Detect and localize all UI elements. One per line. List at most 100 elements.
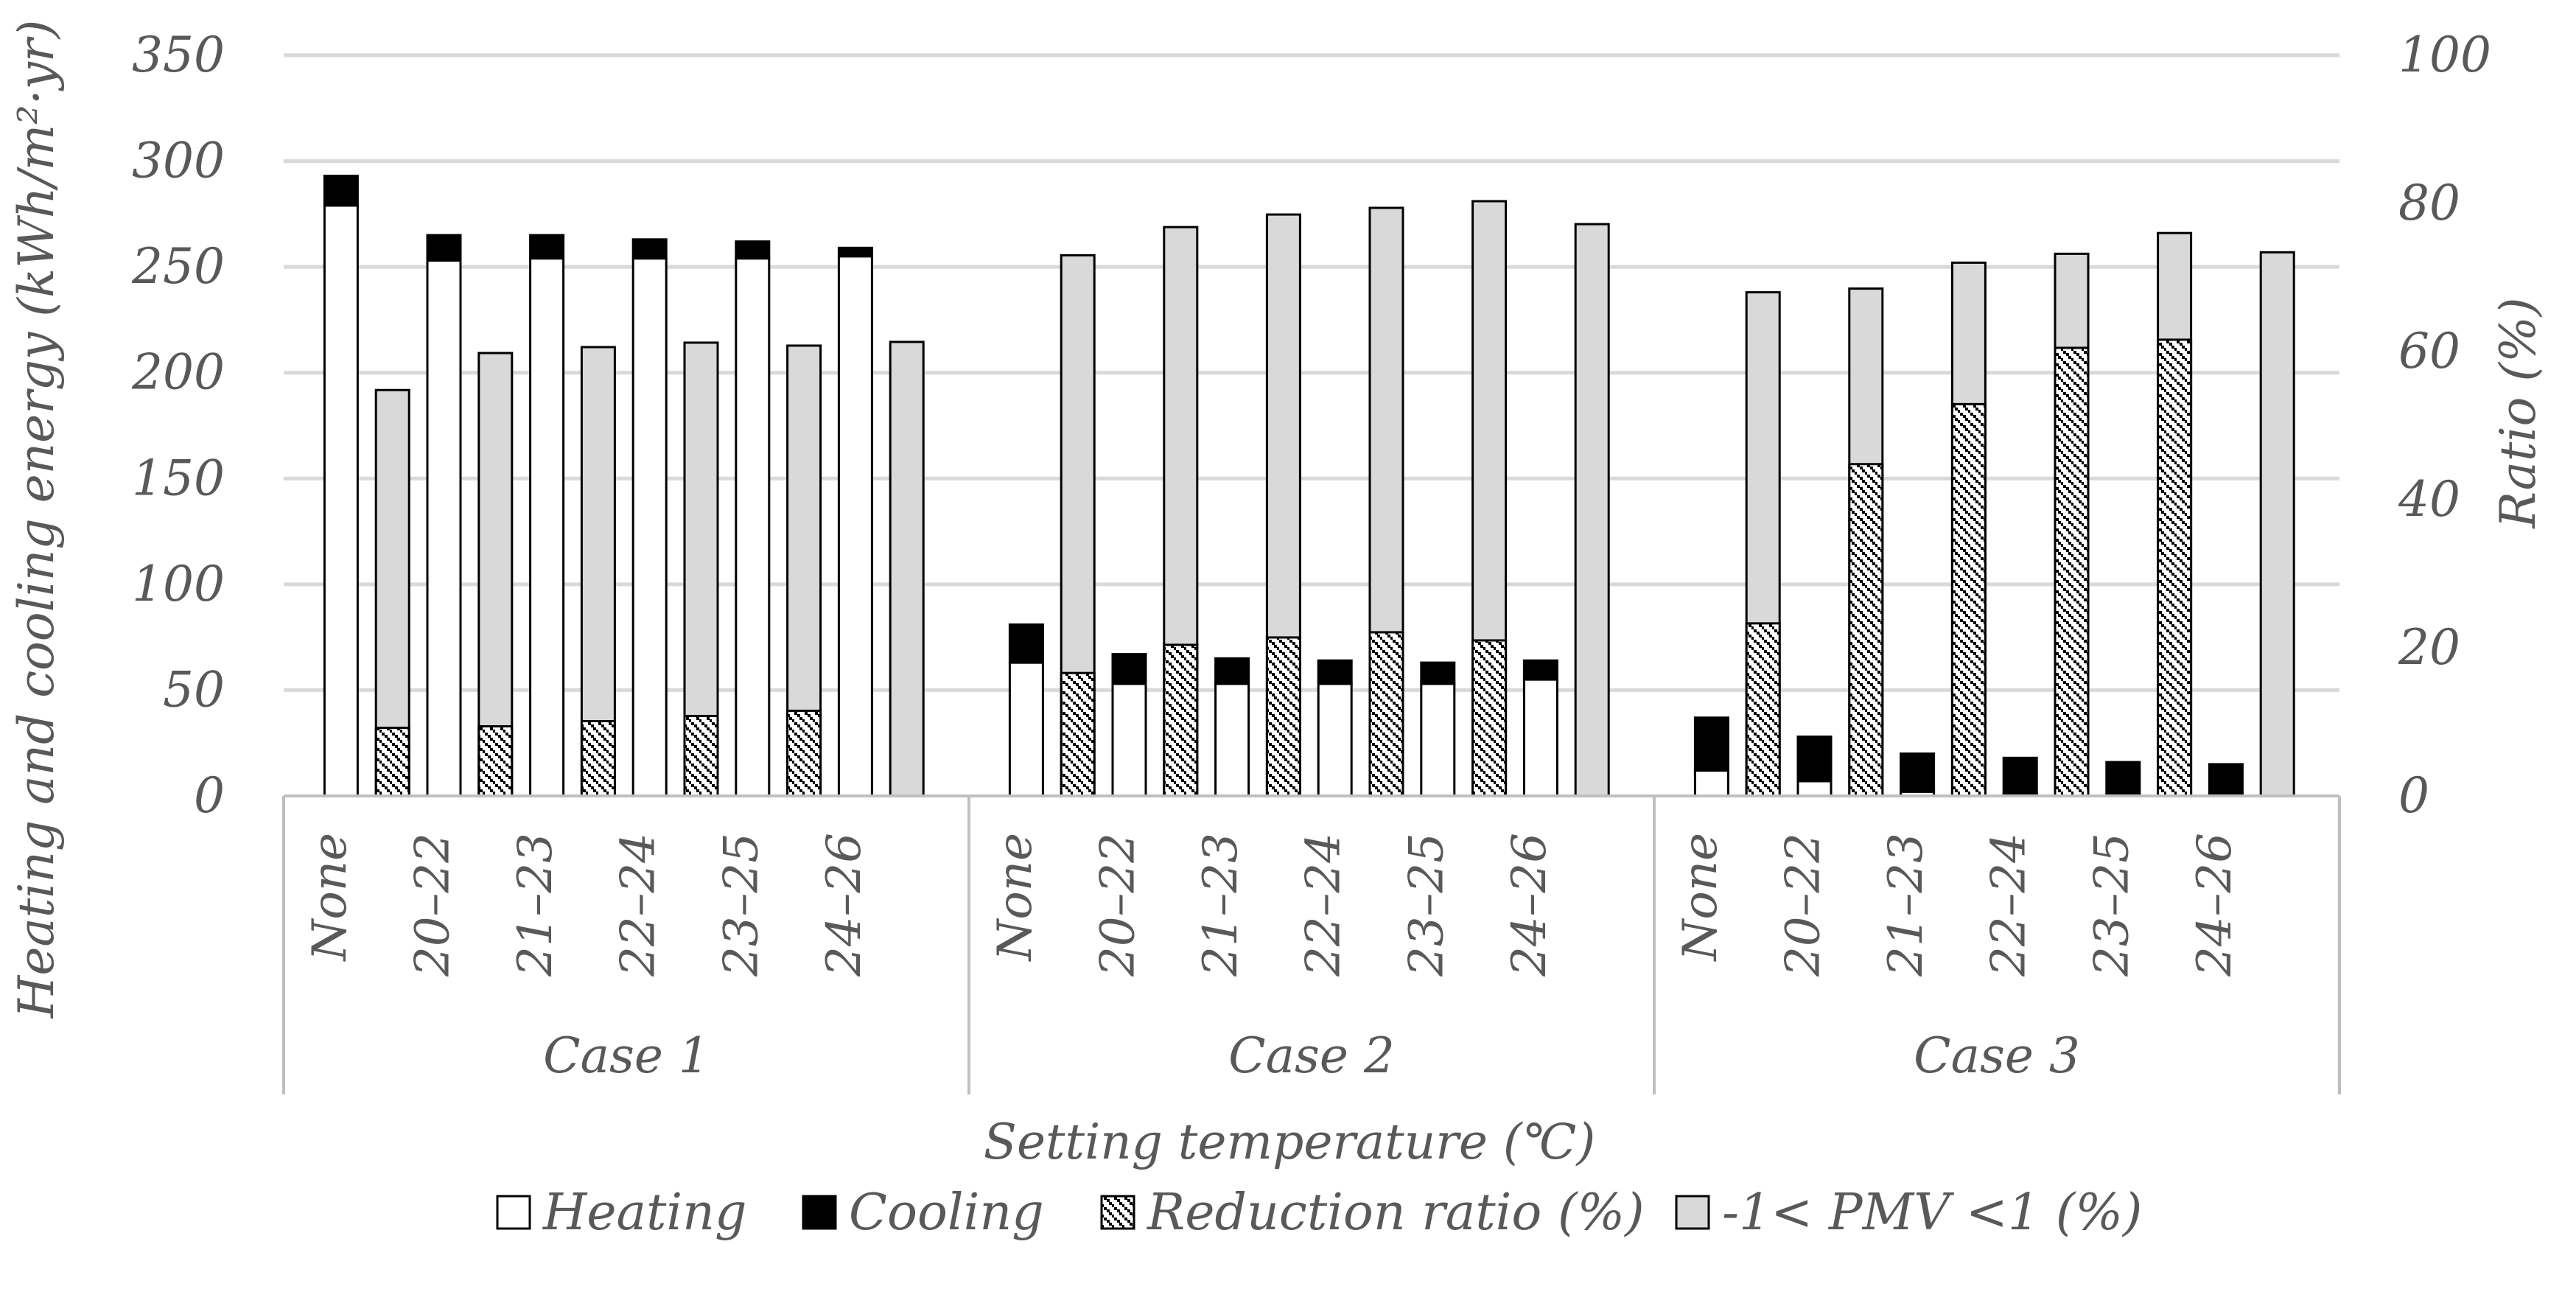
legend-swatch: [1675, 1195, 1710, 1230]
bar-cooling: [1420, 661, 1456, 685]
bar-cooling: [1796, 736, 1833, 783]
bar-reduction-ratio: [1163, 643, 1199, 797]
category-label: 22–24: [612, 833, 666, 977]
bar-pmv-ratio: [2259, 251, 2295, 797]
category-label: None: [988, 833, 1043, 963]
group-label: Case 3: [1914, 1027, 2080, 1084]
legend-label: Reduction ratio (%): [1146, 1184, 1645, 1242]
legend-label: -1< PMV <1 (%): [1722, 1184, 2142, 1242]
bar-cooling: [1111, 653, 1147, 685]
bar-cooling: [2002, 756, 2038, 795]
y-axis-title: Heating and cooling energy (kWh/m²·yr): [8, 20, 65, 1019]
category-label: 21–23: [1879, 833, 1933, 977]
bar-reduction-ratio: [786, 709, 822, 797]
bar-reduction-ratio: [2157, 338, 2193, 797]
y2-tick-label: 20: [2398, 619, 2460, 676]
y2-tick-label: 100: [2398, 27, 2491, 83]
group-label: Case 1: [543, 1027, 710, 1084]
y2-tick-label: 40: [2398, 471, 2460, 528]
category-label: 23–25: [1399, 833, 1454, 977]
bar-cooling: [1317, 659, 1353, 685]
bar-cooling: [1522, 659, 1558, 681]
bar-cooling: [1008, 623, 1044, 664]
bar-cooling: [2208, 763, 2244, 795]
bar-cooling: [1214, 657, 1250, 685]
y-tick-label: 300: [132, 133, 225, 189]
category-label: 21–23: [1194, 833, 1248, 977]
bar-reduction-ratio: [580, 719, 616, 797]
bar-heating: [1214, 682, 1250, 797]
bar-reduction-ratio: [1848, 463, 1884, 797]
bar-heating: [837, 255, 873, 797]
y2-tick-label: 60: [2398, 323, 2460, 380]
y-tick-label: 100: [132, 556, 225, 612]
legend-swatch: [496, 1195, 531, 1230]
bar-cooling: [1900, 752, 1936, 793]
bar-heating: [1111, 682, 1147, 797]
y-tick-label: 200: [131, 344, 225, 401]
y-tick-label: 250: [131, 238, 225, 295]
bar-reduction-ratio: [477, 725, 514, 797]
bar-reduction-ratio: [1060, 671, 1096, 797]
y-tick-label: 350: [132, 27, 225, 83]
legend: Heating Cooling Reduction ratio (%) -1< PMV…: [496, 1184, 2142, 1242]
bar-reduction-ratio: [1745, 622, 1781, 797]
legend-swatch: [802, 1195, 837, 1230]
axes: 0 50 100 150 200 250 300 350 0 20 40 60 80 100 None 20–…: [131, 27, 2491, 1094]
category-label: None: [303, 833, 357, 963]
category-label: 24–26: [2188, 833, 2242, 977]
bar-heating: [529, 257, 565, 797]
bar-heating: [323, 204, 359, 797]
category-label: 20–22: [406, 833, 461, 977]
bar-cooling: [631, 238, 668, 260]
bar-heating: [1008, 661, 1044, 797]
category-label: 24–26: [1502, 833, 1557, 977]
y-tick-label: 50: [163, 661, 225, 718]
bar-cooling: [529, 234, 565, 260]
bar-heating: [426, 259, 462, 797]
bar-reduction-ratio: [1265, 636, 1301, 797]
bar-heating: [735, 257, 771, 797]
bar-heating: [1693, 769, 1729, 797]
y2-tick-label: 0: [2398, 767, 2429, 824]
bar-pmv-ratio: [477, 352, 514, 797]
bar-cooling: [2105, 761, 2141, 795]
bar-reduction-ratio: [1368, 631, 1404, 797]
category-label: 21–23: [508, 833, 563, 977]
bar-reduction-ratio: [1950, 402, 1987, 797]
legend-label: Heating: [542, 1184, 746, 1242]
bar-pmv-ratio: [1574, 223, 1610, 797]
legend-label: Cooling: [849, 1184, 1044, 1242]
bar-pmv-ratio: [889, 340, 925, 797]
bar-heating: [1522, 678, 1558, 797]
x-axis-title: Setting temperature (℃): [984, 1114, 1595, 1170]
bar-reduction-ratio: [1471, 639, 1508, 797]
bar-heating: [1796, 780, 1833, 797]
bar-heating: [1317, 682, 1353, 797]
legend-swatch: [1100, 1195, 1135, 1230]
bar-heating: [631, 257, 668, 797]
category-label: 20–22: [1091, 833, 1146, 977]
category-label: None: [1673, 833, 1728, 963]
category-label: 22–24: [1297, 833, 1351, 977]
category-label: 23–25: [714, 833, 769, 977]
gridlines: [284, 53, 2339, 692]
bars: [323, 175, 2295, 797]
category-label: 23–25: [2085, 833, 2139, 977]
category-label: 24–26: [817, 833, 872, 977]
bar-cooling: [323, 175, 359, 207]
y2-axis-title: Ratio (%): [2490, 297, 2547, 528]
category-label: 20–22: [1777, 833, 1831, 977]
category-label: 22–24: [1982, 833, 2037, 977]
bar-cooling: [837, 246, 873, 258]
y2-tick-label: 80: [2398, 175, 2460, 231]
y-tick-label: 0: [194, 767, 225, 824]
group-label: Case 2: [1228, 1027, 1395, 1084]
bar-cooling: [1693, 716, 1729, 772]
bar-reduction-ratio: [374, 727, 410, 797]
bar-heating: [1420, 682, 1456, 797]
y-tick-label: 150: [132, 450, 225, 506]
bar-cooling: [735, 240, 771, 260]
